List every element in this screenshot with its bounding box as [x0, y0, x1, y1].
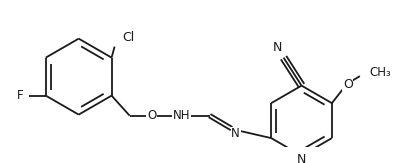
Text: Cl: Cl	[123, 31, 135, 44]
Text: N: N	[231, 127, 240, 140]
Text: O: O	[343, 78, 353, 91]
Text: N: N	[273, 41, 282, 54]
Text: N: N	[297, 153, 306, 163]
Text: CH₃: CH₃	[370, 66, 391, 79]
Text: O: O	[147, 109, 156, 122]
Text: NH: NH	[173, 109, 190, 122]
Text: F: F	[17, 89, 24, 102]
